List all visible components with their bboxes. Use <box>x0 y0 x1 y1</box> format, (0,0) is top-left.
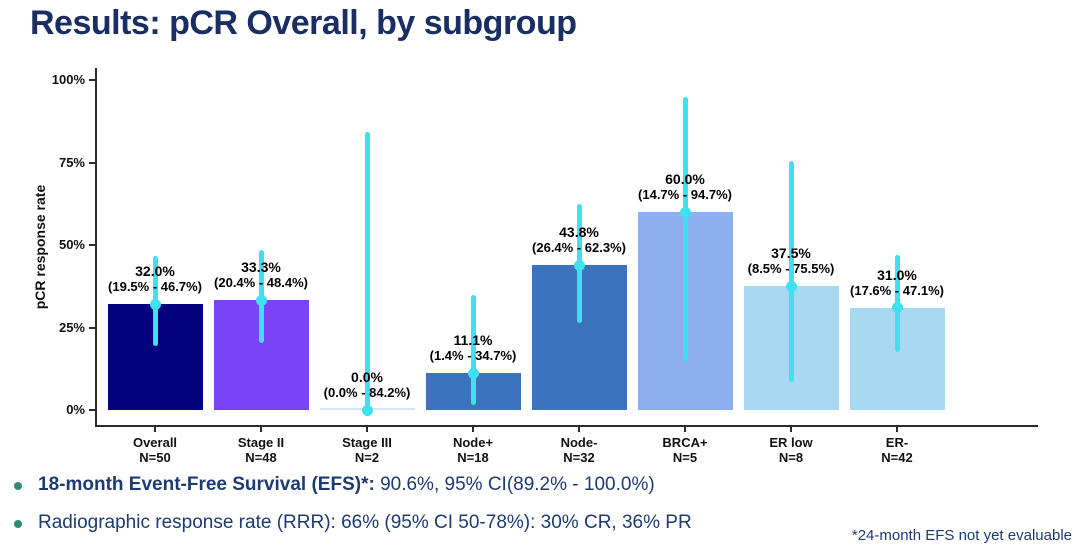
point-estimate <box>891 302 903 314</box>
ci-text: (17.6% - 47.1%) <box>850 282 944 298</box>
bullet-dot-icon <box>14 520 22 528</box>
value-text: 32.0% <box>135 263 175 280</box>
ci-text: (20.4% - 48.4%) <box>214 275 308 291</box>
x-tick-label: Node+ N=18 <box>418 435 528 465</box>
y-tick-mark <box>89 326 95 329</box>
point-estimate <box>255 294 267 306</box>
category-label: Stage II <box>237 435 285 450</box>
point-estimate <box>785 280 797 292</box>
x-tick-mark <box>790 427 792 432</box>
y-tick-label: 0% <box>66 402 85 417</box>
footnote: *24-month EFS not yet evaluable <box>851 527 1072 544</box>
x-tick-mark <box>896 427 898 432</box>
n-label: N=8 <box>778 450 804 465</box>
y-tick-label: 50% <box>58 237 85 252</box>
x-tick-label: ER- N=42 <box>842 435 952 465</box>
n-label: N=50 <box>139 450 171 465</box>
point-estimate <box>679 206 691 218</box>
error-bar <box>470 295 476 406</box>
x-tick-mark <box>366 427 368 432</box>
x-tick-label: BRCA+ N=5 <box>630 435 740 465</box>
x-tick-mark <box>472 427 474 432</box>
bar-value-label: 33.3% (20.4% - 48.4%) <box>166 259 356 291</box>
ci-text: (26.4% - 62.3%) <box>532 240 626 256</box>
category-label: Overall <box>132 435 178 450</box>
x-tick-label: Stage II N=48 <box>206 435 316 465</box>
category-label: Node- <box>560 435 598 450</box>
bullet-rrr: Radiographic response rate (RRR): 66% (9… <box>14 512 692 534</box>
value-text: 33.3% <box>241 259 281 276</box>
bar-value-label: 0.0% (0.0% - 84.2%) <box>272 369 462 401</box>
y-tick-label: 25% <box>58 319 85 335</box>
x-tick-mark <box>578 427 580 432</box>
bullet-efs-text: 90.6%, 95% CI(89.2% - 100.0%) <box>374 474 655 495</box>
n-label: N=2 <box>354 450 380 465</box>
x-tick-label: ER low N=8 <box>736 435 846 465</box>
category-label: ER low <box>769 435 813 450</box>
value-text: 31.0% <box>877 266 917 283</box>
point-estimate <box>361 404 373 416</box>
x-axis <box>95 425 1038 427</box>
x-tick-label: Stage III N=2 <box>312 435 422 465</box>
ci-text: (1.4% - 34.7%) <box>429 348 517 364</box>
n-label: N=32 <box>563 450 595 465</box>
category-label: BRCA+ <box>662 435 708 450</box>
error-bar <box>788 160 794 382</box>
bar-value-label: 37.5% (8.5% - 75.5%) <box>696 245 886 277</box>
bar-value-label: 43.8% (26.4% - 62.3%) <box>484 224 674 256</box>
point-estimate <box>149 298 161 310</box>
value-text: 43.8% <box>559 224 599 241</box>
point-estimate <box>573 259 585 271</box>
y-tick-mark <box>89 244 95 246</box>
n-label: N=48 <box>245 450 277 465</box>
x-tick-mark <box>684 427 686 432</box>
ci-text: (14.7% - 94.7%) <box>638 187 732 202</box>
error-bar <box>364 132 370 410</box>
n-label: N=18 <box>457 450 489 465</box>
value-text: 60.0% <box>665 171 705 187</box>
page-title: Results: pCR Overall, by subgroup <box>30 4 577 42</box>
bullet-rrr-text: Radiographic response rate (RRR): 66% (9… <box>38 512 692 533</box>
bar-value-label: 60.0% (14.7% - 94.7%) <box>590 171 780 203</box>
bar-value-label: 31.0% (17.6% - 47.1%) <box>802 266 992 298</box>
y-tick-mark <box>89 409 95 411</box>
bullet-efs: 18-month Event-Free Survival (EFS)*: 90.… <box>14 474 655 496</box>
y-tick-mark <box>89 161 95 164</box>
ci-text: (0.0% - 84.2%) <box>323 385 411 400</box>
ci-text: (8.5% - 75.5%) <box>747 261 835 277</box>
x-tick-label: Overall N=50 <box>100 435 210 465</box>
y-tick-mark <box>89 79 95 81</box>
x-tick-mark <box>260 427 262 432</box>
category-label: ER- <box>885 435 909 450</box>
category-label: Stage III <box>342 435 392 450</box>
value-text: 0.0% <box>351 369 383 385</box>
error-bar <box>682 97 688 362</box>
bullet-dot-icon <box>14 482 22 490</box>
ci-text: (19.5% - 46.7%) <box>108 279 202 295</box>
value-text: 37.5% <box>771 245 811 262</box>
n-label: N=42 <box>881 450 913 465</box>
bar-value-label: 32.0% (19.5% - 46.7%) <box>60 263 250 295</box>
y-tick-label: 100% <box>51 72 85 87</box>
n-label: N=5 <box>672 450 698 465</box>
category-label: Node+ <box>452 435 494 450</box>
point-estimate <box>467 367 479 379</box>
bar-value-label: 11.1% (1.4% - 34.7%) <box>378 332 568 364</box>
y-axis <box>95 68 97 427</box>
bullet-efs-lead: 18-month Event-Free Survival (EFS)*: <box>38 474 375 495</box>
x-tick-label: Node- N=32 <box>524 435 634 465</box>
x-tick-mark <box>154 427 156 432</box>
value-text: 11.1% <box>453 332 493 349</box>
y-tick-label: 75% <box>58 154 85 170</box>
